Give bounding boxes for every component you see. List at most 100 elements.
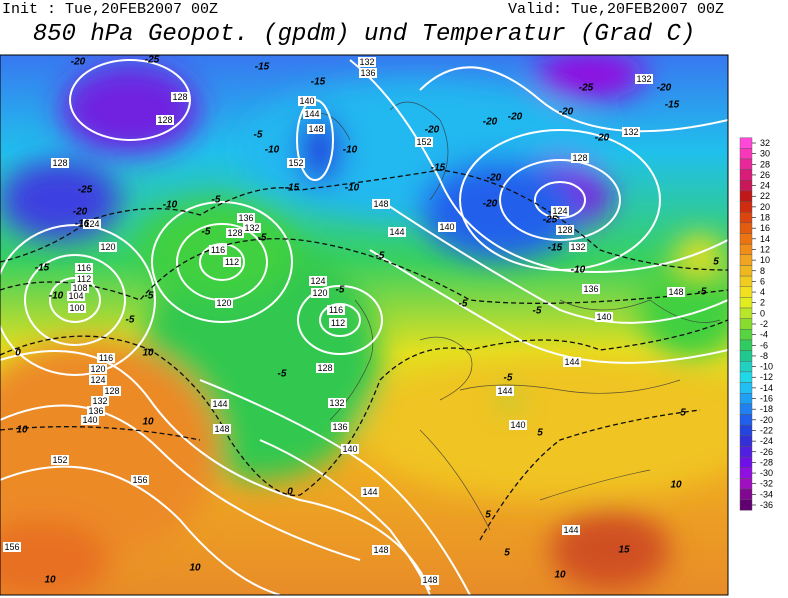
geopotential-label: 112 — [225, 257, 239, 267]
colorbar-tick-label: -6 — [760, 340, 768, 350]
geopotential-label-box — [226, 228, 244, 238]
geopotential-label-box — [496, 386, 514, 396]
colorbar-tick-label: 2 — [760, 298, 765, 308]
geopotential-label: 144 — [563, 525, 578, 535]
geopotential-label: 136 — [238, 213, 253, 223]
temperature-label: -5 — [145, 291, 154, 302]
temperature-label: -15 — [311, 77, 326, 88]
colorbar-swatch — [739, 148, 753, 160]
map — [0, 55, 728, 595]
geopotential-label-box — [99, 242, 117, 252]
geopotential-label: 128 — [557, 225, 572, 235]
geopotential-label: 136 — [88, 406, 103, 416]
geopotential-label-box — [237, 213, 255, 223]
geopotential-label-box — [556, 225, 574, 235]
colorbar-swatch — [739, 318, 753, 330]
geopotential-label: 136 — [360, 68, 375, 78]
colorbar-tick-label: -20 — [760, 415, 773, 425]
geopotential-label-box — [327, 305, 345, 315]
geopotential-label-box — [569, 242, 587, 252]
colorbar-tick-label: -16 — [760, 394, 773, 404]
geopotential-label: 148 — [422, 575, 437, 585]
colorbar-tick-label: 14 — [760, 234, 770, 244]
colorbar-tick-label: 22 — [760, 191, 770, 201]
geopotential-label: 116 — [99, 353, 113, 363]
geopotential-label-box — [415, 137, 433, 147]
geopotential-label-box — [361, 487, 379, 497]
colorbar-swatch — [739, 393, 753, 405]
geopotential-label: 108 — [72, 283, 87, 293]
colorbar-swatch — [739, 435, 753, 447]
temperature-label: -5 — [459, 299, 468, 310]
colorbar-tick-label: 8 — [760, 266, 765, 276]
geopotential-label: 128 — [157, 115, 172, 125]
geopotential-label-box — [67, 291, 85, 301]
geopotential-label-box — [563, 357, 581, 367]
colorbar-tick-label: 28 — [760, 159, 770, 169]
geopotential-label: 132 — [244, 223, 259, 233]
temperature-label: 0 — [287, 487, 293, 498]
temperature-label: -25 — [78, 185, 93, 196]
colorbar-swatch — [739, 180, 753, 192]
geopotential-label-box — [372, 199, 390, 209]
valid-time: Valid: Tue,20FEB2007 00Z — [508, 1, 724, 18]
colorbar-swatch — [739, 371, 753, 383]
temperature-label: -20 — [657, 83, 672, 94]
geopotential-label-box — [97, 353, 115, 363]
colorbar-swatch — [739, 222, 753, 234]
geopotential-label: 144 — [362, 487, 377, 497]
geopotential-label-box — [171, 92, 189, 102]
temperature-label: -20 — [559, 107, 574, 118]
geopotential-label: 132 — [623, 127, 638, 137]
temperature-label: 15 — [618, 545, 630, 556]
colorbar-tick-label: -32 — [760, 479, 773, 489]
temperature-label: -10 — [343, 145, 358, 156]
colorbar-swatch — [739, 350, 753, 362]
geopotential-label-box — [68, 303, 86, 313]
geopotential-label-box — [103, 386, 121, 396]
geopotential-label: 144 — [564, 357, 579, 367]
colorbar-tick-label: -8 — [760, 351, 768, 361]
geopotential-label: 148 — [373, 199, 388, 209]
colorbar-swatch — [739, 467, 753, 479]
geopotential-label: 120 — [100, 242, 115, 252]
geopotential-label-box — [551, 206, 569, 216]
geopotential-label: 140 — [439, 222, 454, 232]
geopotential-label: 116 — [211, 245, 225, 255]
colorbar-tick-label: -10 — [760, 362, 773, 372]
geopotential-label: 100 — [69, 303, 84, 313]
geopotential-label: 112 — [77, 274, 91, 284]
colorbar-tick-label: 32 — [760, 138, 770, 148]
temperature-label: -5 — [258, 233, 267, 244]
temperature-label: -15 — [548, 243, 563, 254]
geopotential-label-box — [71, 283, 89, 293]
geopotential-label: 116 — [329, 305, 343, 315]
geopotential-label-box — [595, 312, 613, 322]
geopotential-label: 112 — [331, 318, 345, 328]
temperature-label: -20 — [71, 57, 86, 68]
colorbar-tick-label: -18 — [760, 404, 773, 414]
geopotential-label-box — [209, 245, 227, 255]
temperature-label: -5 — [533, 306, 542, 317]
temperature-label: -10 — [571, 265, 586, 276]
temperature-label: -10 — [345, 183, 360, 194]
geopotential-label: 156 — [4, 542, 19, 552]
temperature-label: -5 — [336, 285, 345, 296]
temperature-label: -10 — [163, 200, 178, 211]
colorbar-tick-label: 20 — [760, 202, 770, 212]
colorbar-tick-label: 0 — [760, 308, 765, 318]
colorbar-swatch — [739, 446, 753, 458]
geopotential-label: 128 — [317, 363, 332, 373]
geopotential-label-box — [87, 406, 105, 416]
colorbar-swatch — [739, 233, 753, 245]
geopotential-label: 144 — [497, 386, 512, 396]
colorbar-tick-label: -34 — [760, 489, 773, 499]
temperature-label: -5 — [202, 227, 211, 238]
geopotential-label: 132 — [570, 242, 585, 252]
geopotential-label-box — [75, 263, 93, 273]
geopotential-label-box — [421, 575, 439, 585]
geopotential-label-box — [83, 219, 101, 229]
geopotential-label-box — [622, 127, 640, 137]
geopotential-label: 120 — [90, 364, 105, 374]
